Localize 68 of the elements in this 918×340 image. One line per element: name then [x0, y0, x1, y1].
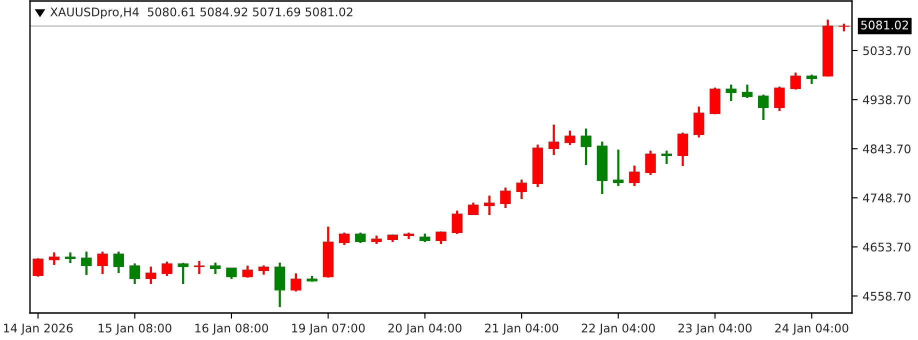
candlestick	[387, 234, 398, 242]
y-tick-label: 4938.70	[862, 95, 910, 104]
candlestick	[338, 232, 350, 246]
candlestick	[710, 88, 720, 114]
x-tick-label: 19 Jan 07:00	[292, 324, 365, 335]
candlestick	[822, 20, 834, 77]
candlestick	[596, 142, 608, 194]
candlestick	[226, 268, 237, 280]
x-tick-label: 14 Jan 2026	[4, 324, 73, 335]
candlestick	[484, 196, 495, 216]
x-tick-label: 24 Jan 04:00	[775, 324, 848, 335]
candlestick	[612, 150, 624, 186]
candlestick	[97, 252, 108, 274]
candlestick	[790, 72, 801, 90]
candlestick	[436, 231, 446, 244]
x-tick-label: 16 Jan 08:00	[195, 324, 268, 335]
candlestick	[806, 74, 818, 84]
ref-line-label: 5081.02	[861, 20, 908, 30]
candlestick	[564, 130, 576, 146]
y-tick-label: 5033.70	[863, 46, 910, 56]
y-tick-label: 4843.70	[862, 144, 910, 154]
candlestick	[178, 262, 188, 284]
candlestick	[290, 273, 302, 292]
candlestick	[403, 232, 414, 240]
x-tick-label: 20 Jan 04:00	[388, 324, 462, 335]
candlestick	[274, 262, 286, 308]
x-tick-label: 15 Jan 08:00	[98, 324, 172, 335]
candlestick	[322, 226, 334, 278]
candlestick	[468, 202, 479, 216]
candlestick	[677, 132, 688, 166]
candlestick	[452, 210, 462, 234]
candlestick	[661, 150, 672, 164]
candlestick	[371, 236, 382, 244]
candlestick	[548, 124, 560, 156]
x-tick-label: 21 Jan 04:00	[485, 324, 558, 335]
candlestick	[162, 262, 172, 276]
text: XAUUSDpro,H4 5080.61 5084.92 5071.69 5081.02	[50, 7, 352, 19]
candlestick	[355, 232, 366, 243]
candlestick	[194, 260, 205, 274]
x-tick-label: 23 Jan 04:00	[678, 324, 752, 335]
candlestick	[32, 258, 44, 277]
candlestick	[242, 266, 253, 278]
y-tick-label: 4558.70	[862, 292, 910, 301]
x-tick-label: 22 Jan 04:00	[582, 324, 655, 335]
candlestick	[146, 266, 156, 284]
candlestick	[838, 24, 850, 32]
candlestick	[694, 106, 704, 138]
candlestick	[420, 234, 430, 242]
candlestick	[113, 252, 124, 274]
candlestick	[532, 144, 544, 188]
y-tick-label: 4748.70	[862, 194, 910, 202]
candlestick	[742, 84, 753, 98]
y-tick-label: 4653.70	[862, 242, 910, 252]
candlestick	[500, 188, 511, 208]
candlestick	[629, 166, 640, 186]
candlestick	[210, 262, 221, 274]
candlestick	[48, 252, 60, 266]
candlestick	[758, 94, 769, 120]
candlestick	[580, 128, 592, 166]
candlestick	[726, 84, 736, 102]
candlestick	[64, 252, 76, 264]
candlestick	[258, 265, 270, 275]
candlestick	[516, 180, 527, 200]
candlestick	[81, 252, 92, 276]
candlestick	[306, 276, 318, 282]
candlestick	[774, 86, 785, 112]
candlestick	[129, 263, 140, 284]
candlestick	[645, 150, 656, 176]
